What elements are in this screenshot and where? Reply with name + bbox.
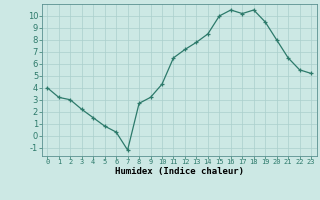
X-axis label: Humidex (Indice chaleur): Humidex (Indice chaleur)	[115, 167, 244, 176]
